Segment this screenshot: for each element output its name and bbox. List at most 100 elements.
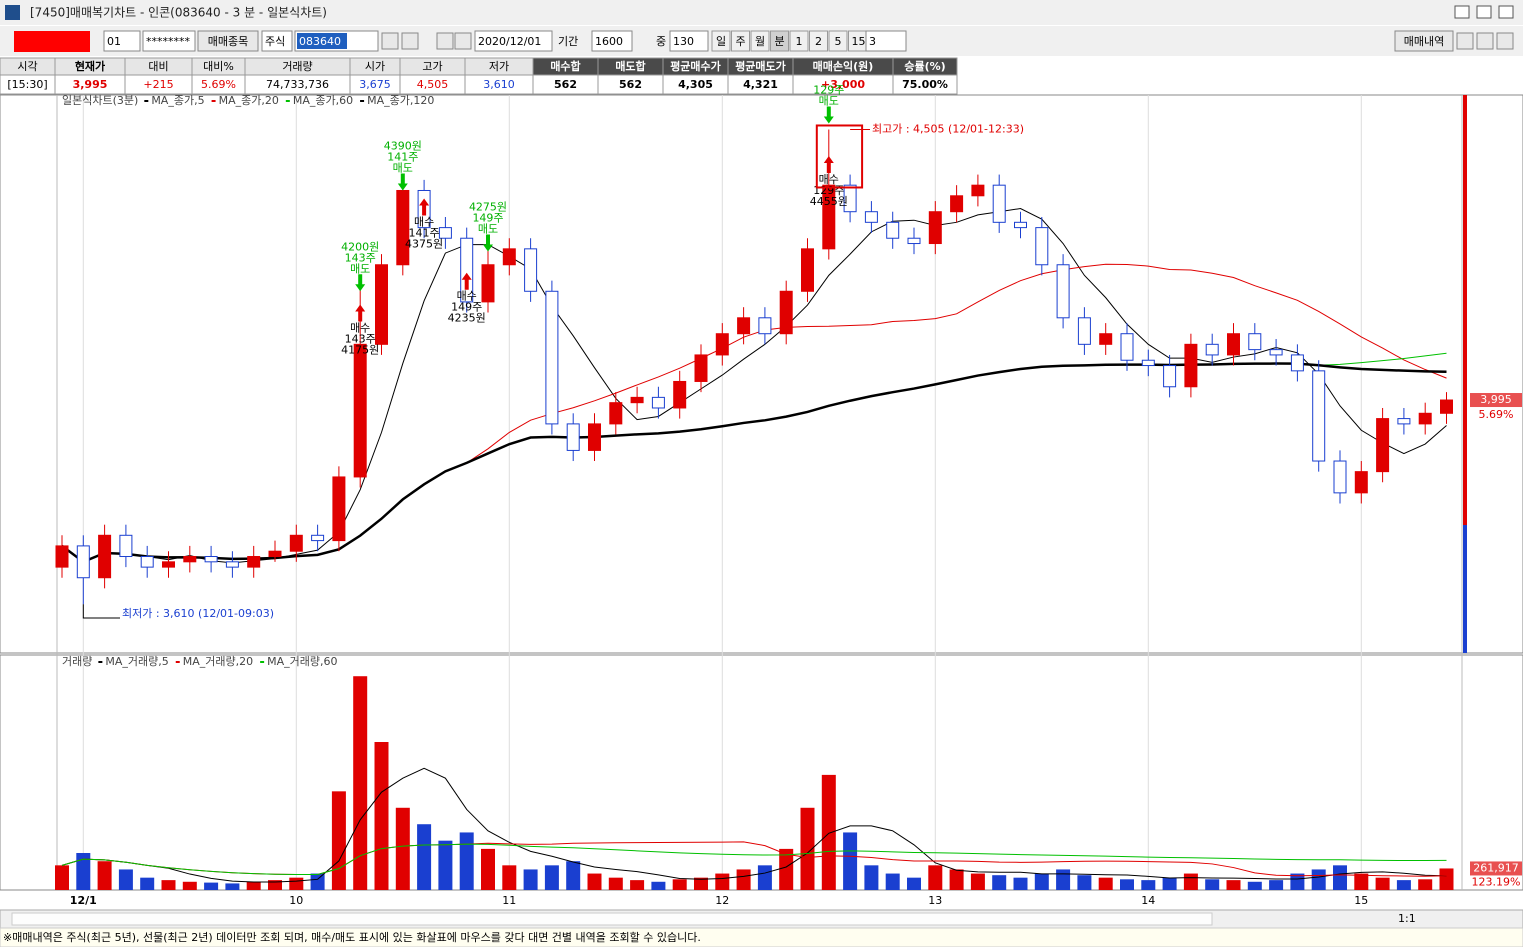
date-box[interactable] bbox=[474, 30, 553, 52]
tool-icon[interactable] bbox=[1456, 32, 1474, 50]
password-box[interactable] bbox=[142, 30, 196, 52]
low-note: 최저가 : 3,610 (12/01-09:03) bbox=[122, 607, 274, 620]
volume-bar bbox=[843, 832, 858, 890]
tool-icon[interactable] bbox=[454, 32, 472, 50]
table-value: 4,305 bbox=[678, 78, 713, 91]
period-button[interactable] bbox=[828, 30, 848, 52]
period-box[interactable] bbox=[591, 30, 633, 52]
period-option[interactable]: 월 bbox=[755, 35, 765, 48]
low-note-leader bbox=[82, 604, 120, 619]
table-value: 3,610 bbox=[483, 78, 515, 91]
legend-swatch bbox=[144, 100, 149, 102]
legend-swatch bbox=[260, 661, 265, 663]
table-header: 대비% bbox=[203, 60, 234, 73]
sell-arrow[interactable] bbox=[823, 106, 834, 124]
candle-body bbox=[651, 396, 665, 409]
period-option[interactable]: 2 bbox=[815, 35, 822, 48]
sell-label: 매도 bbox=[478, 222, 498, 235]
title-bar bbox=[0, 0, 1523, 25]
period-button[interactable] bbox=[809, 30, 828, 52]
window-button[interactable] bbox=[1476, 5, 1492, 19]
trade-history-button[interactable]: 매매내역 bbox=[1404, 35, 1444, 48]
sell-label: 매도 bbox=[393, 161, 413, 174]
period-option[interactable]: 주 bbox=[735, 35, 745, 48]
date[interactable]: 2020/12/01 bbox=[478, 35, 541, 48]
account-no-box[interactable] bbox=[103, 30, 141, 52]
volume-bar bbox=[1034, 873, 1049, 890]
sell-arrow[interactable] bbox=[397, 173, 408, 191]
market-box[interactable] bbox=[261, 30, 293, 52]
high-highlight bbox=[815, 124, 864, 189]
buy-arrow[interactable] bbox=[419, 198, 430, 216]
zoom-box[interactable] bbox=[669, 30, 709, 52]
table-value: 562 bbox=[554, 78, 577, 91]
volume-bar bbox=[1375, 877, 1390, 890]
tool-icon[interactable] bbox=[436, 32, 454, 50]
volume-bar bbox=[1013, 877, 1028, 890]
buy-label: 매수 bbox=[819, 173, 839, 186]
period[interactable]: 1600 bbox=[595, 35, 623, 48]
buy-arrow[interactable] bbox=[461, 272, 472, 290]
table-value: 4,505 bbox=[417, 78, 449, 91]
candle-body bbox=[1248, 333, 1262, 351]
sell-label: 4390원 bbox=[384, 139, 422, 152]
volume-bar bbox=[1396, 880, 1411, 890]
trade-items-button-box[interactable] bbox=[197, 30, 259, 52]
candle-body bbox=[1376, 418, 1390, 473]
period-label: 기간 bbox=[558, 35, 578, 48]
tool-icon[interactable] bbox=[381, 32, 399, 50]
sell-arrow[interactable] bbox=[355, 274, 366, 292]
candle-body bbox=[801, 248, 814, 292]
period-option[interactable]: 일 bbox=[716, 34, 726, 48]
buy-arrow[interactable] bbox=[823, 156, 834, 174]
candle-body bbox=[1141, 359, 1155, 367]
volume-bar bbox=[374, 742, 389, 890]
status-bar bbox=[0, 927, 1523, 947]
candle-body bbox=[119, 534, 133, 558]
last-price: 3,995 bbox=[1480, 393, 1512, 406]
ratio-bar-up bbox=[1463, 95, 1467, 525]
period-button[interactable] bbox=[750, 30, 770, 52]
last-volume: 261,917 bbox=[1473, 861, 1519, 874]
app-icon bbox=[5, 5, 20, 20]
period-option[interactable]: 5 bbox=[835, 35, 842, 48]
sell-arrow[interactable] bbox=[483, 234, 493, 252]
period-option[interactable]: 15 bbox=[852, 35, 866, 48]
zoom-label: 중 bbox=[656, 35, 666, 48]
scroll-thumb[interactable] bbox=[11, 912, 1213, 926]
volume-bar bbox=[140, 877, 155, 890]
period-button[interactable] bbox=[789, 30, 809, 52]
volume-bar bbox=[885, 873, 900, 890]
trade-history-button-box[interactable] bbox=[1394, 30, 1454, 52]
zoom[interactable]: 130 bbox=[673, 35, 694, 48]
legend-entry: MA_거래량,60 bbox=[267, 655, 337, 668]
tool-icon[interactable] bbox=[1476, 32, 1494, 50]
period-button[interactable] bbox=[770, 30, 789, 52]
period-button[interactable] bbox=[711, 30, 731, 52]
period-option[interactable]: 1 bbox=[796, 35, 803, 48]
tool-icon[interactable] bbox=[1496, 32, 1514, 50]
trade-items-button[interactable]: 매매종목 bbox=[208, 35, 248, 48]
market[interactable]: 주식 bbox=[265, 35, 285, 48]
volume-bar bbox=[246, 881, 261, 890]
volume-bar bbox=[353, 676, 368, 890]
account-no[interactable]: 01 bbox=[107, 35, 121, 48]
period-button[interactable] bbox=[731, 30, 750, 52]
period-option[interactable]: 분 bbox=[774, 35, 784, 48]
volume-bar bbox=[587, 873, 602, 890]
minute-select[interactable]: 3 bbox=[869, 35, 876, 48]
tool-icon[interactable] bbox=[401, 32, 419, 50]
window-button[interactable] bbox=[1498, 5, 1514, 19]
stock-code-text[interactable]: 083640 bbox=[299, 35, 341, 48]
candle-body bbox=[502, 248, 516, 266]
candle-body bbox=[864, 211, 878, 223]
buy-arrow[interactable] bbox=[355, 304, 366, 322]
volume-bar bbox=[992, 875, 1007, 890]
sell-label: 4275원 bbox=[469, 200, 507, 213]
table-value: [15:30] bbox=[7, 78, 47, 91]
candle-body bbox=[630, 396, 644, 404]
window-button[interactable] bbox=[1454, 5, 1470, 19]
minute-select-box[interactable] bbox=[865, 30, 907, 52]
password[interactable]: ******** bbox=[146, 35, 191, 48]
table-value: +215 bbox=[143, 78, 173, 91]
